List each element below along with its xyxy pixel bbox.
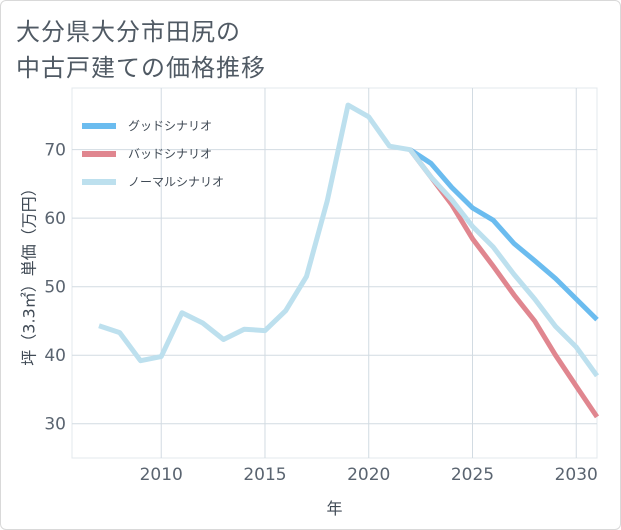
x-tick-label: 2030 xyxy=(555,465,598,485)
series-line-2 xyxy=(408,148,600,419)
chart-title: 大分県大分市田尻の 中古戸建ての価格推移 xyxy=(16,14,266,86)
chart-title-line-2: 中古戸建ての価格推移 xyxy=(16,54,266,82)
x-tick-label: 2020 xyxy=(347,465,390,485)
x-tick-label: 2010 xyxy=(140,465,183,485)
series-line-1 xyxy=(408,147,599,322)
legend-label: バッドシナリオ xyxy=(128,147,212,161)
tick-labels: 30 40 50 60 70 2010 2015 2020 2025 2030 xyxy=(44,141,598,485)
chart-title-line-1: 大分県大分市田尻の xyxy=(16,18,241,46)
series-lines xyxy=(98,102,600,419)
series-line-3 xyxy=(98,102,600,378)
x-tick-label: 2015 xyxy=(243,465,286,485)
y-tick-label: 60 xyxy=(44,209,66,229)
legend-label: グッドシナリオ xyxy=(128,119,212,133)
y-tick-label: 40 xyxy=(44,346,66,366)
y-tick-label: 30 xyxy=(44,415,66,435)
x-tick-label: 2025 xyxy=(451,465,494,485)
x-axis-label: 年 xyxy=(326,499,342,518)
y-tick-label: 50 xyxy=(44,278,66,298)
grid-lines xyxy=(71,87,598,459)
y-tick-label: 70 xyxy=(44,141,66,161)
plot-area xyxy=(71,87,598,459)
y-axis-label: 坪（3.3㎡）単価（万円） xyxy=(20,180,39,365)
legend-label: ノーマルシナリオ xyxy=(128,175,224,189)
